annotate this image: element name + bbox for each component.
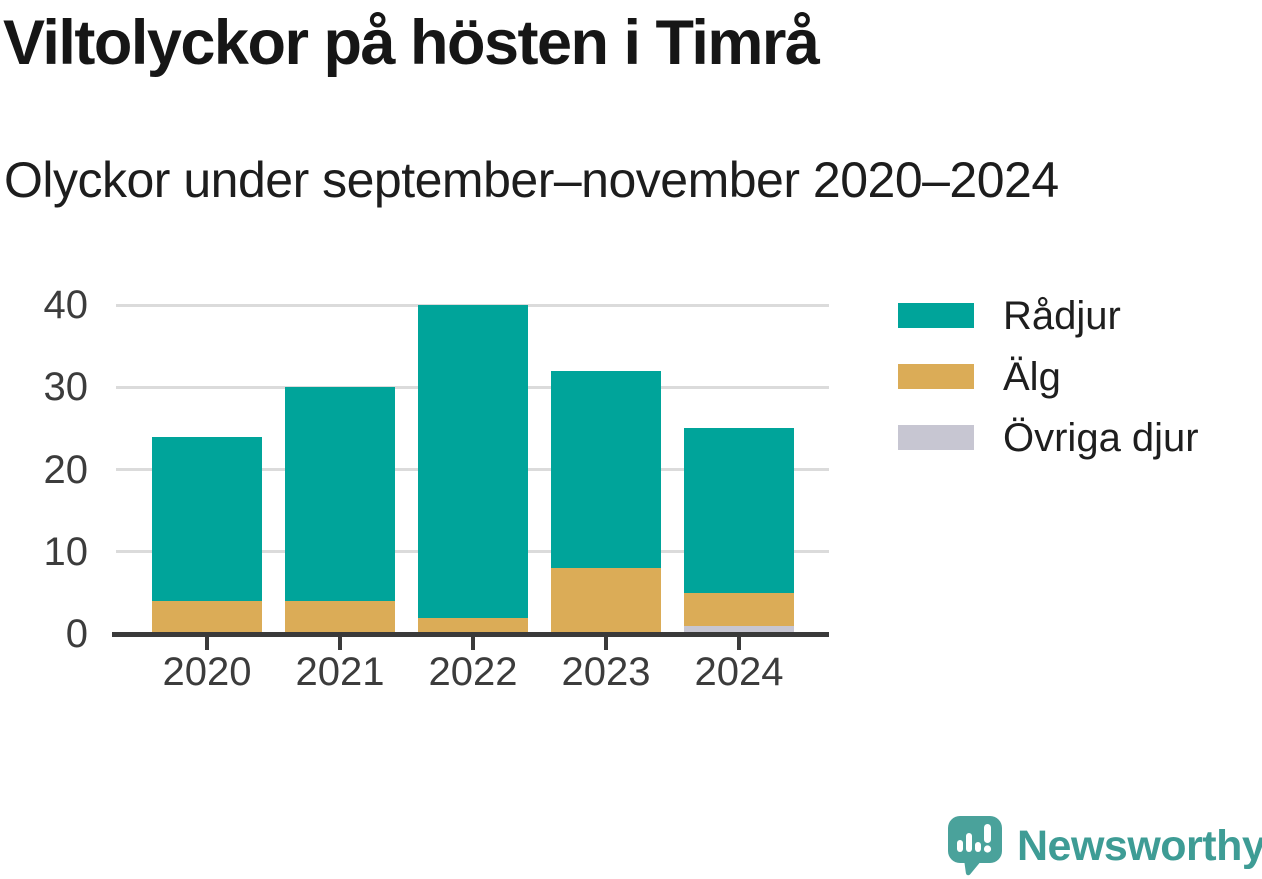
bar-segment-radjur-2021 [285,387,395,602]
legend-swatch-radjur [898,303,974,328]
bar-segment-alg-2020 [152,601,262,634]
legend-swatch-ovriga-djur [898,425,974,450]
legend-item-alg: Älg [898,357,1199,397]
y-tick-label: 20 [43,447,89,492]
bar-segment-alg-2023 [551,568,661,634]
bar-segment-radjur-2022 [418,305,528,618]
x-tick-2022 [471,637,475,650]
x-tick-2021 [338,637,342,650]
bar-segment-radjur-2020 [152,436,262,602]
chart-title: Viltolyckor på hösten i Timrå [3,8,820,78]
x-tick-label-2021: 2021 [295,650,385,694]
legend-label-radjur: Rådjur [1003,293,1121,338]
chart-legend: Rådjur Älg Övriga djur [898,296,1199,486]
x-tick-label-2022: 2022 [428,650,518,694]
x-tick-label-2023: 2023 [561,650,651,694]
y-tick-label: 10 [43,529,89,574]
bar-segment-radjur-2024 [684,428,794,593]
legend-item-ovriga-djur: Övriga djur [898,418,1199,458]
x-tick-label-2020: 2020 [162,650,252,694]
legend-item-radjur: Rådjur [898,296,1199,336]
y-tick-label: 40 [43,283,89,327]
newsworthy-branding: Newsworthy [947,815,1262,877]
legend-label-ovriga-djur: Övriga djur [1003,415,1199,460]
newsworthy-logo-text: Newsworthy [1017,821,1262,870]
bar-segment-radjur-2023 [551,370,661,569]
y-tick-label: 0 [65,612,88,656]
x-axis-line [112,632,829,637]
bar-segment-alg-2024 [684,592,794,626]
bar-segment-ovriga-djur-2024 [684,625,794,634]
y-tick-label: 30 [43,365,89,410]
bar-segment-alg-2021 [285,601,395,634]
x-tick-label-2024: 2024 [694,650,784,694]
legend-swatch-alg [898,364,974,389]
bar-segment-alg-2022 [418,617,528,634]
x-tick-2020 [205,637,209,650]
legend-label-alg: Älg [1003,354,1061,399]
chart-subtitle: Olyckor under september–november 2020–20… [4,152,1059,208]
newsworthy-logo-icon [948,816,1002,876]
x-tick-2023 [604,637,608,650]
x-tick-2024 [737,637,741,650]
